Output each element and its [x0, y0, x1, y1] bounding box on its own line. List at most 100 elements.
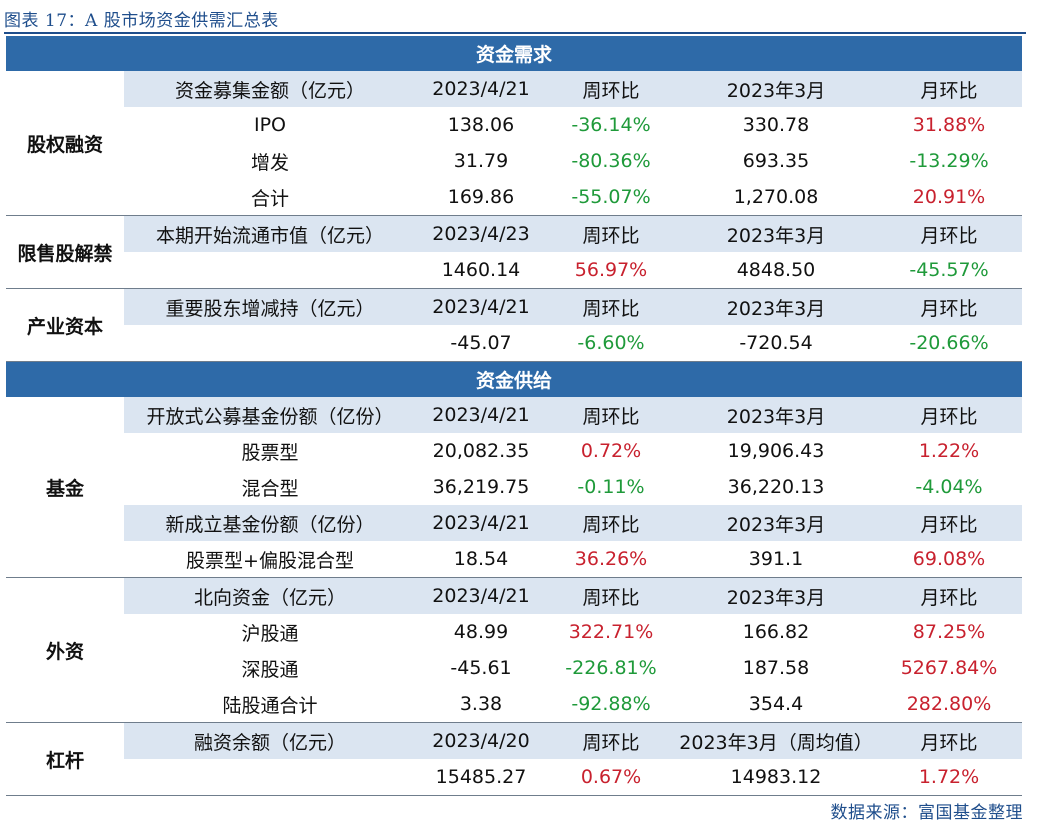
table-row: 合计 169.86 -55.07% 1,270.08 20.91%	[124, 179, 1022, 215]
figure-caption: 图表 17：A 股市场资金供需汇总表	[4, 11, 279, 31]
table-cell: 1.72%	[918, 766, 980, 788]
table-cell: 282.80%	[906, 693, 992, 715]
header-cell: 周环比	[582, 586, 640, 609]
table-cell: 增发	[250, 151, 289, 174]
supply-band: 资金供给	[6, 362, 1022, 397]
header-row: 新成立基金份额（亿份） 2023/4/21 周环比 2023年3月 月环比	[124, 505, 1022, 541]
table-row: -45.07 -6.60% -720.54 -20.66%	[124, 325, 1022, 361]
header-cell: 月环比	[920, 586, 978, 609]
table-row: 增发 31.79 -80.36% 693.35 -13.29%	[124, 143, 1022, 179]
header-cell: 2023年3月	[726, 513, 826, 536]
table-cell: 187.58	[742, 657, 810, 679]
header-cell: 开放式公募基金份额（亿份）	[146, 405, 394, 428]
table-cell: 15485.27	[435, 766, 527, 788]
table-row: 混合型 36,219.75 -0.11% 36,220.13 -4.04%	[124, 469, 1022, 505]
header-cell: 2023年3月	[726, 405, 826, 428]
header-cell: 新成立基金份额（亿份）	[165, 513, 375, 536]
section-rows: 开放式公募基金份额（亿份） 2023/4/21 周环比 2023年3月 月环比 股票型 20…	[124, 397, 1022, 577]
table-cell: 20.91%	[912, 186, 986, 208]
table-cell: 169.86	[447, 186, 515, 208]
table-cell: -20.66%	[909, 332, 989, 354]
table-cell: 31.88%	[912, 114, 986, 136]
header-cell: 周环比	[582, 224, 640, 247]
table-row: 深股通 -45.61 -226.81% 187.58 5267.84%	[124, 650, 1022, 686]
header-cell: 周环比	[582, 79, 640, 102]
table-cell: -80.36%	[571, 150, 651, 172]
table-cell: 48.99	[453, 621, 509, 643]
section-fund: 基金 开放式公募基金份额（亿份） 2023/4/21 周环比 2023年3月 月环比 股票型…	[6, 397, 1022, 578]
section-lockup: 限售股解禁 本期开始流通市值（亿元） 2023/4/23 周环比 2023年3月 月环比 1…	[6, 216, 1022, 289]
header-cell: 2023年3月	[726, 586, 826, 609]
section-label: 产业资本	[26, 315, 103, 338]
table-cell: 20,082.35	[432, 440, 530, 462]
table-cell: 14983.12	[730, 766, 822, 788]
table-row: 15485.27 0.67% 14983.12 1.72%	[124, 759, 1022, 795]
header-cell: 周环比	[582, 513, 640, 536]
header-cell: 2023年3月（周均值）	[679, 731, 873, 754]
section-leverage: 杠杆 融资余额（亿元） 2023/4/20 周环比 2023年3月（周均值） 月环比 154…	[6, 723, 1022, 796]
table-cell: -45.07	[450, 332, 512, 354]
table-cell: 36.26%	[574, 548, 648, 570]
header-cell: 北向资金（亿元）	[193, 586, 346, 609]
table-cell: 322.71%	[568, 621, 654, 643]
table-cell: -720.54	[739, 332, 813, 354]
table-cell: 合计	[250, 187, 289, 210]
table-cell: -226.81%	[565, 657, 657, 679]
header-cell: 资金募集金额（亿元）	[174, 79, 365, 102]
table-cell: 36,219.75	[432, 476, 530, 498]
table-cell: 股票型	[241, 441, 299, 464]
table-cell: 391.1	[748, 548, 804, 570]
header-cell: 周环比	[582, 297, 640, 320]
section-rows: 北向资金（亿元） 2023/4/21 周环比 2023年3月 月环比 沪股通 48.99 32…	[124, 578, 1022, 722]
table-cell: 354.4	[748, 693, 804, 715]
table-cell: 693.35	[742, 150, 810, 172]
table-cell: 0.72%	[580, 440, 642, 462]
header-cell: 月环比	[920, 405, 978, 428]
table-cell: 166.82	[742, 621, 810, 643]
table-row: 股票型 20,082.35 0.72% 19,906.43 1.22%	[124, 433, 1022, 469]
section-rows: 本期开始流通市值（亿元） 2023/4/23 周环比 2023年3月 月环比 1460.1…	[124, 216, 1022, 288]
header-cell: 重要股东增减持（亿元）	[165, 297, 375, 320]
section-rows: 重要股东增减持（亿元） 2023/4/21 周环比 2023年3月 月环比 -45.07-…	[124, 289, 1022, 361]
table-cell: 3.38	[459, 693, 503, 715]
table-cell: 31.79	[453, 150, 509, 172]
table-row: 股票型+偏股混合型 18.54 36.26% 391.1 69.08%	[124, 541, 1022, 577]
table-row: 1460.14 56.97% 4848.50 -45.57%	[124, 252, 1022, 288]
table-cell: 19,906.43	[727, 440, 825, 462]
table-cell: -45.61	[450, 657, 512, 679]
section-equity: 股权融资 资金募集金额（亿元） 2023/4/21 周环比 2023年3月 月环比 IPO 1…	[6, 71, 1022, 216]
caption-rule	[4, 32, 1026, 34]
section-label: 基金	[45, 477, 84, 500]
table-row: 沪股通 48.99 322.71% 166.82 87.25%	[124, 614, 1022, 650]
demand-band: 资金需求	[6, 36, 1022, 71]
table-cell: 330.78	[742, 114, 810, 136]
header-row: 北向资金（亿元） 2023/4/21 周环比 2023年3月 月环比	[124, 578, 1022, 614]
header-row: 本期开始流通市值（亿元） 2023/4/23 周环比 2023年3月 月环比	[124, 216, 1022, 252]
section-foreign: 外资 北向资金（亿元） 2023/4/21 周环比 2023年3月 月环比 沪股通 48.99…	[6, 578, 1022, 723]
section-label: 外资	[45, 640, 84, 663]
data-source: 数据来源：富国基金整理	[830, 803, 1023, 823]
header-row: 资金募集金额（亿元） 2023/4/21 周环比 2023年3月 月环比	[124, 71, 1022, 107]
table-cell: 36,220.13	[727, 476, 825, 498]
table-cell: -55.07%	[571, 186, 651, 208]
table-cell: 18.54	[453, 548, 509, 570]
header-row: 重要股东增减持（亿元） 2023/4/21 周环比 2023年3月 月环比	[124, 289, 1022, 325]
table-cell: 沪股通	[241, 622, 299, 645]
table-row: 陆股通合计 3.38 -92.88% 354.4 282.80%	[124, 686, 1022, 722]
header-cell: 月环比	[920, 731, 978, 754]
header-cell: 月环比	[920, 224, 978, 247]
header-cell: 2023年3月	[726, 297, 826, 320]
table-cell: -92.88%	[571, 693, 651, 715]
section-industrial: 产业资本 重要股东增减持（亿元） 2023/4/21 周环比 2023年3月 月环比 -45…	[6, 289, 1022, 362]
header-cell: 月环比	[920, 513, 978, 536]
header-cell: 2023/4/21	[432, 404, 530, 426]
table-cell: 深股通	[241, 658, 299, 681]
section-label: 杠杆	[45, 749, 84, 772]
table-cell: IPO	[253, 114, 287, 136]
table-cell: 56.97%	[574, 259, 648, 281]
header-row: 融资余额（亿元） 2023/4/20 周环比 2023年3月（周均值） 月环比	[124, 723, 1022, 759]
table-cell: 138.06	[447, 114, 515, 136]
table-row: IPO 138.06 -36.14% 330.78 31.88%	[124, 107, 1022, 143]
table-cell: 股票型+偏股混合型	[186, 549, 354, 572]
header-cell: 2023/4/21	[432, 78, 530, 100]
